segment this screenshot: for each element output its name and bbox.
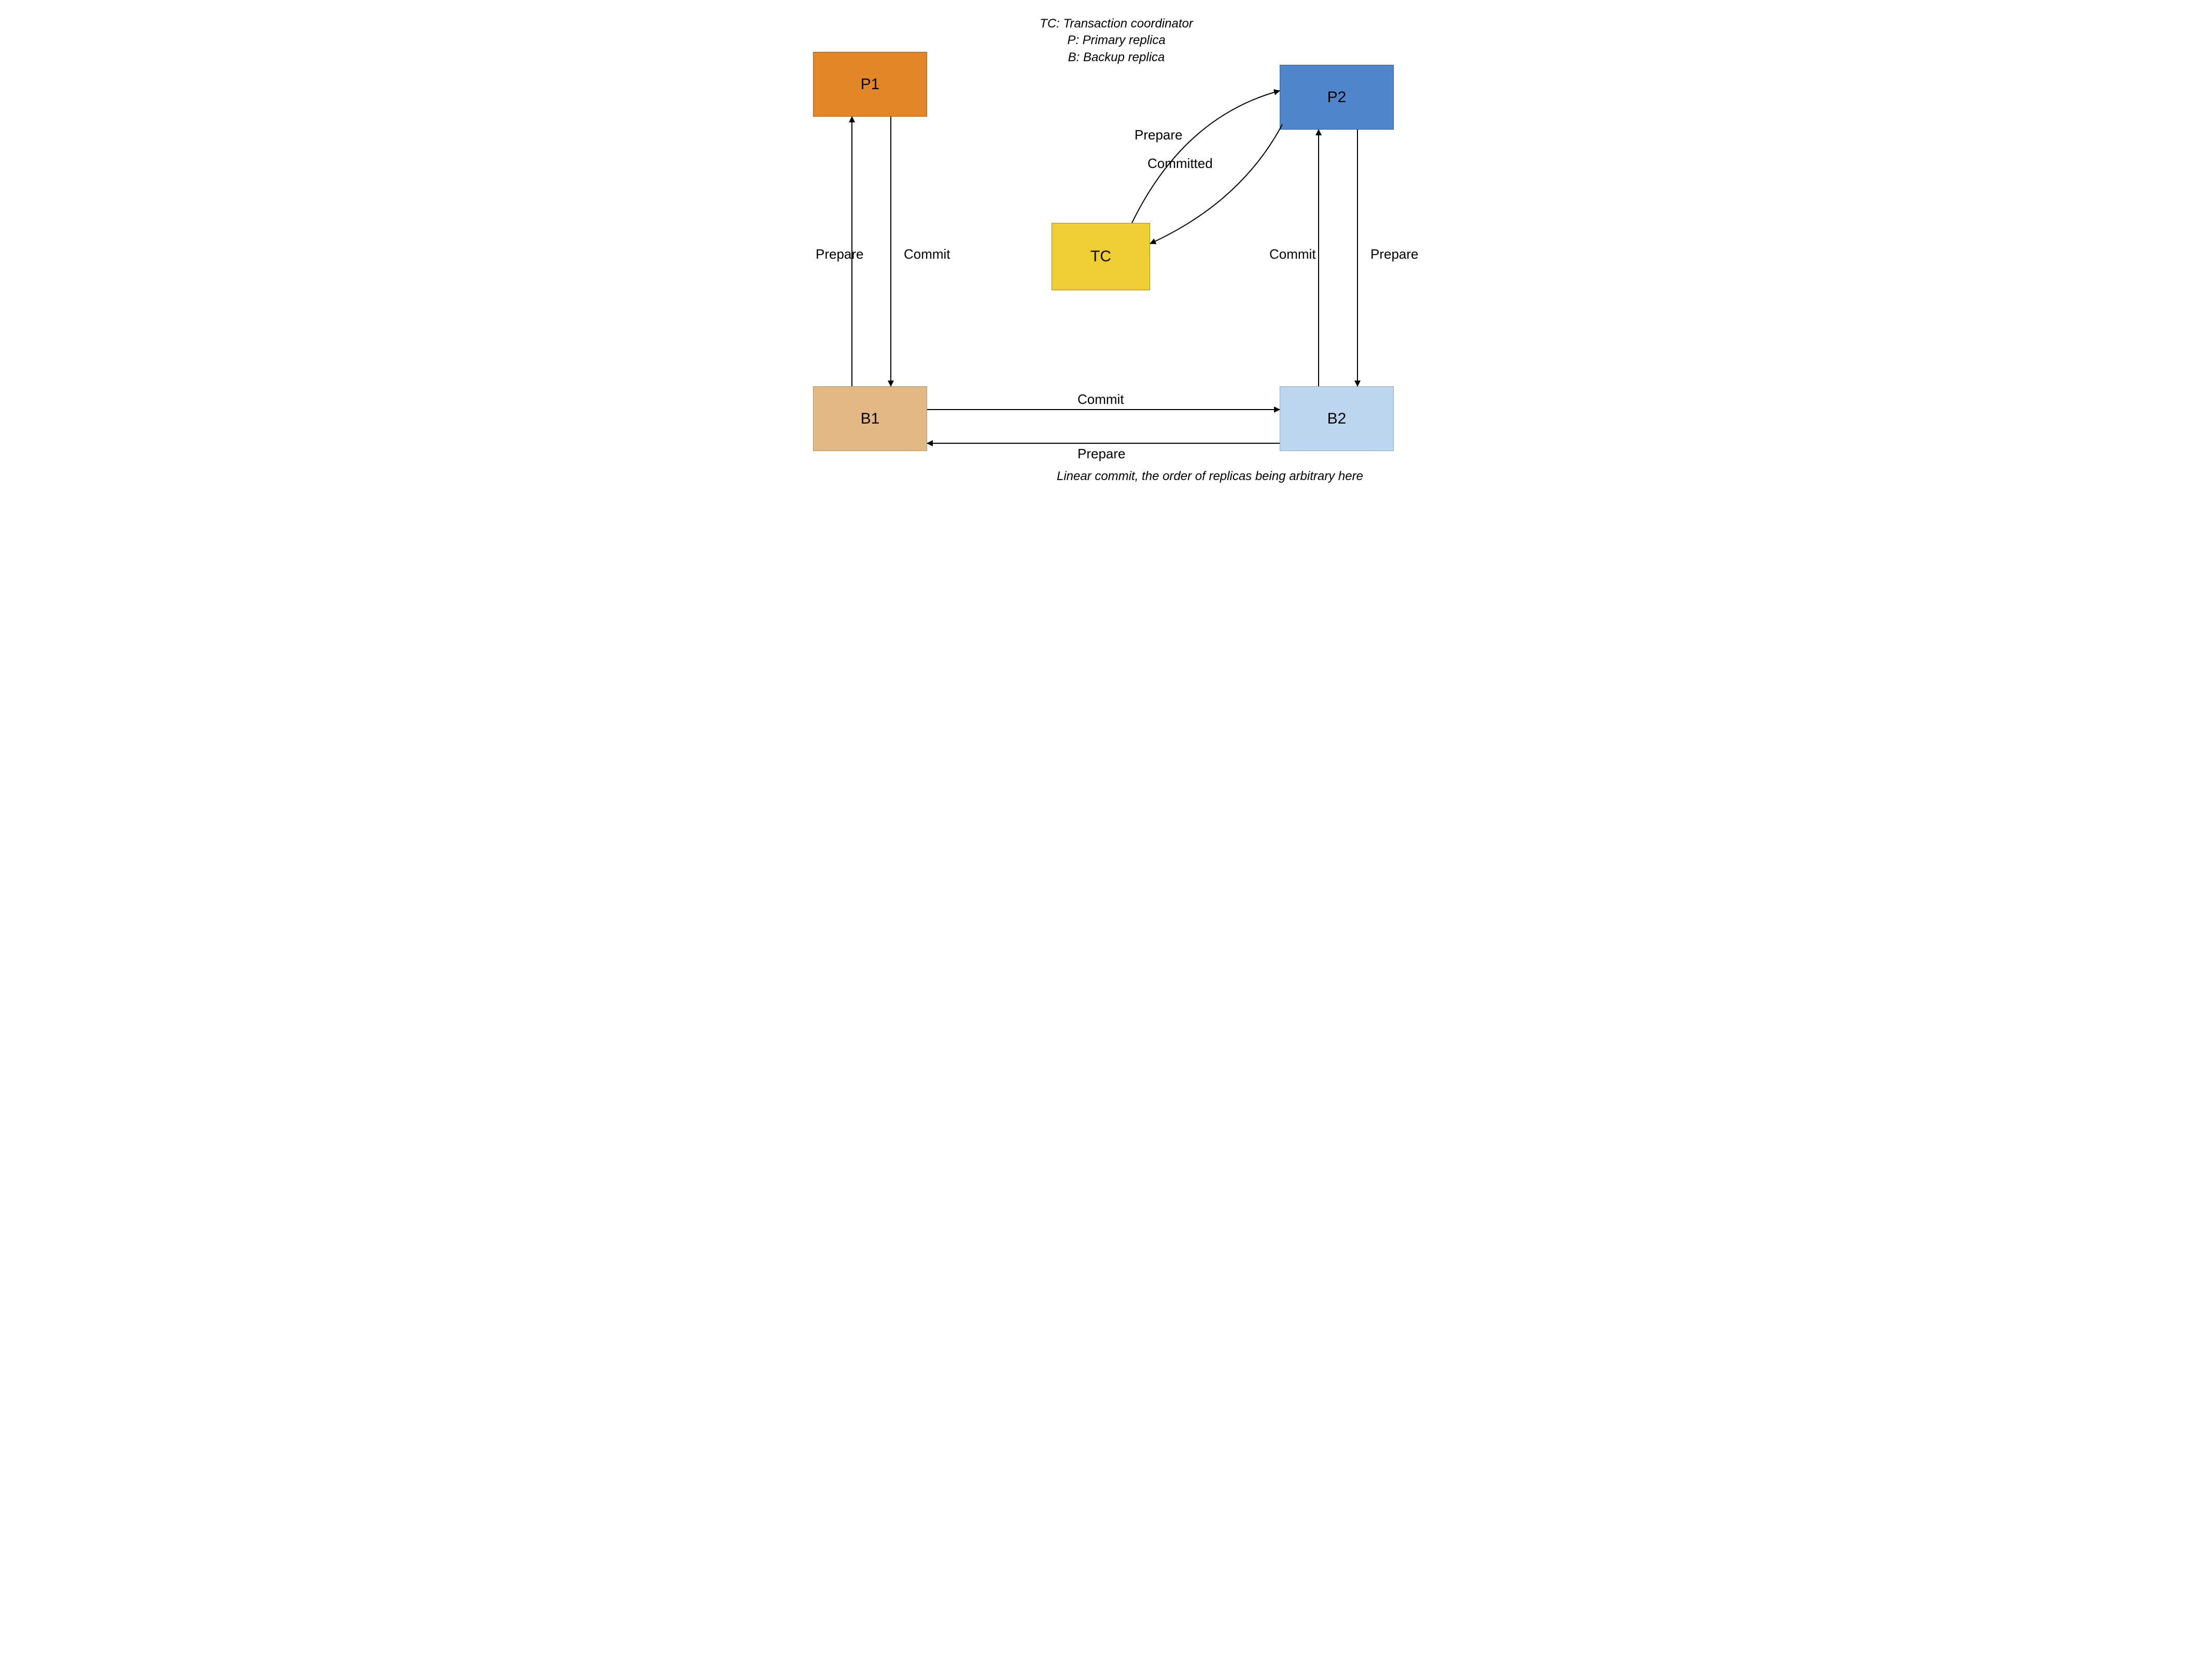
- node-b1: B1: [813, 386, 927, 451]
- edge-label: Prepare: [1135, 127, 1183, 143]
- edge-label: Commit: [904, 246, 950, 262]
- diagram-canvas: TC: Transaction coordinator P: Primary r…: [774, 0, 1438, 498]
- edge-label: Commit: [1269, 246, 1316, 262]
- caption-text: Linear commit, the order of replicas bei…: [1057, 469, 1363, 483]
- node-label: P2: [1327, 89, 1347, 106]
- legend-line: P: Primary replica: [997, 32, 1236, 49]
- node-label: TC: [1090, 248, 1111, 265]
- node-p2: P2: [1280, 65, 1394, 130]
- node-p1: P1: [813, 52, 927, 117]
- node-b2: B2: [1280, 386, 1394, 451]
- node-tc: TC: [1052, 223, 1150, 290]
- legend-line: TC: Transaction coordinator: [997, 16, 1236, 32]
- legend-line: B: Backup replica: [997, 49, 1236, 66]
- node-label: P1: [861, 76, 880, 93]
- node-label: B1: [861, 410, 880, 428]
- node-label: B2: [1327, 410, 1347, 428]
- edge-label: Prepare: [816, 246, 864, 262]
- edge-label: Prepare: [1370, 246, 1419, 262]
- edge-label: Committed: [1147, 156, 1213, 172]
- legend: TC: Transaction coordinator P: Primary r…: [997, 16, 1236, 66]
- caption: Linear commit, the order of replicas bei…: [1057, 469, 1363, 484]
- edge-label: Prepare: [1077, 446, 1126, 462]
- edge-label: Commit: [1077, 391, 1124, 407]
